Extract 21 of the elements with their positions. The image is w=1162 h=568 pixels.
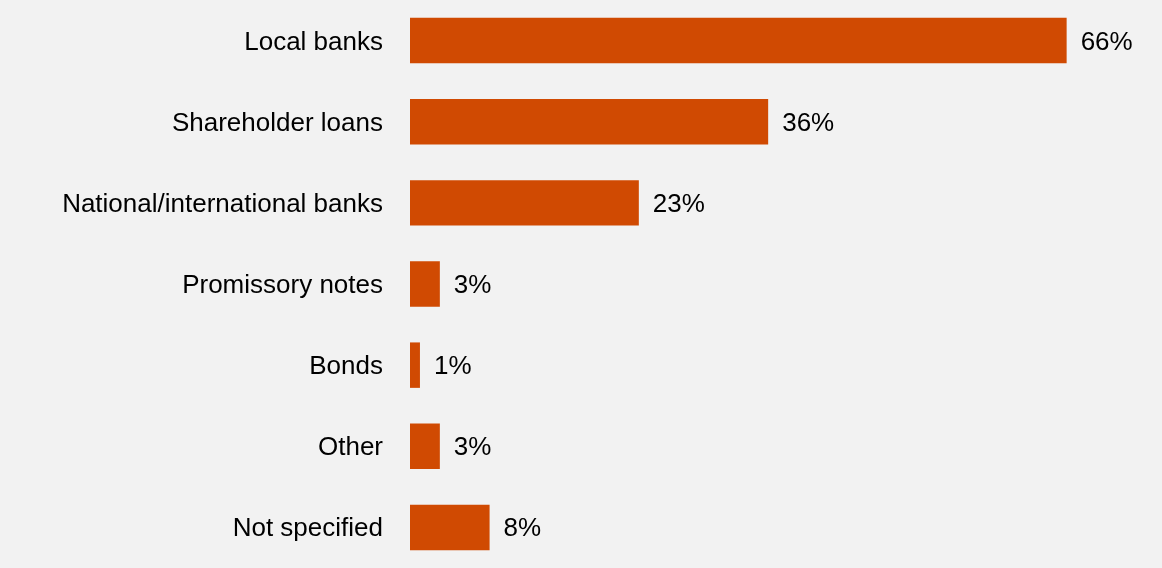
y-tick-label: Not specified xyxy=(232,512,383,543)
bar xyxy=(410,98,769,145)
bar xyxy=(410,261,440,307)
y-tick-label: Bonds xyxy=(309,350,383,381)
y-tick-label: National/international banks xyxy=(62,187,383,218)
bar xyxy=(410,17,1067,64)
data-label: 23% xyxy=(652,187,705,218)
data-label: 66% xyxy=(1080,25,1133,56)
data-label: 3% xyxy=(453,431,492,462)
data-label: 36% xyxy=(782,106,835,137)
data-label: 1% xyxy=(433,350,472,381)
bar xyxy=(410,180,639,226)
bar xyxy=(410,342,420,388)
bar xyxy=(410,423,440,470)
y-tick-label: Shareholder loans xyxy=(171,106,383,137)
y-tick-label: Promissory notes xyxy=(182,269,383,299)
y-tick-label: Local banks xyxy=(244,25,383,56)
y-tick-label: Other xyxy=(317,431,384,462)
data-label: 3% xyxy=(453,269,492,299)
data-label: 8% xyxy=(503,512,542,543)
bar xyxy=(410,504,490,551)
